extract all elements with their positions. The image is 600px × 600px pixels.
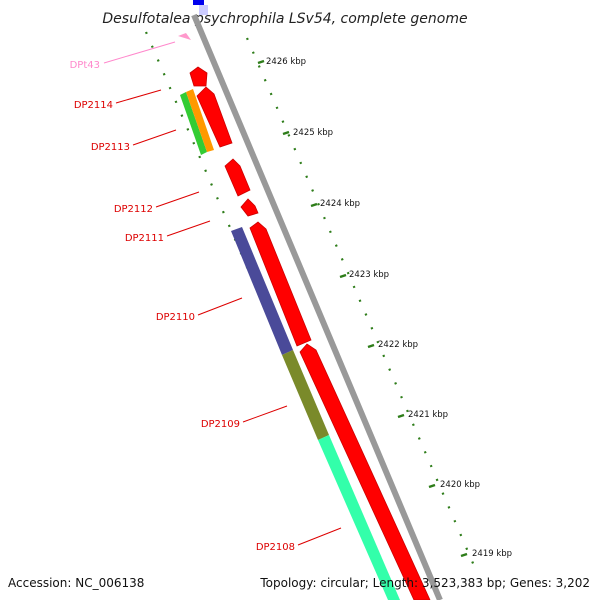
kbp-tick-label: 2424 kbp (320, 199, 360, 209)
kbp-tick: 2425 kbp (282, 128, 333, 138)
backbone-track (191, 13, 443, 600)
gene-label-DP2112: DP2112 (114, 191, 200, 215)
genome-summary-text: Topology: circular; Length: 3,523,383 bp… (259, 576, 590, 590)
cog-green-feature (180, 92, 207, 155)
cds-DP2114-small (189, 66, 208, 87)
cog-aqua-feature (318, 435, 400, 600)
kbp-tick-label: 2426 kbp (266, 57, 306, 67)
gene-label-DP2108: DP2108 (256, 527, 342, 553)
gene-label-DP2114: DP2114 (74, 89, 162, 111)
gene-label-text: DPt43 (70, 60, 100, 71)
kbp-tick-label: 2421 kbp (408, 410, 448, 420)
gene-label-text: DP2112 (114, 204, 153, 215)
kbp-tick: 2423 kbp (339, 270, 389, 280)
map-title: Desulfotalea psychrophila LSv54, complet… (102, 11, 467, 27)
kbp-tick-label: 2422 kbp (378, 340, 418, 350)
cog-track (180, 89, 400, 600)
gene-label-text: DP2110 (156, 312, 195, 323)
cds-track (189, 66, 431, 600)
kbp-tick: 2422 kbp (367, 340, 418, 350)
cds-DP2109-2108 (299, 343, 431, 600)
gene-label-text: DP2109 (201, 419, 240, 430)
cds-DP2112 (224, 158, 251, 197)
gene-label-text: DP2114 (74, 100, 113, 111)
kbp-tick: 2421 kbp (397, 410, 448, 420)
outer-scale-track (245, 37, 477, 569)
kbp-tick-label: 2425 kbp (293, 128, 333, 138)
gene-label-DP2113: DP2113 (91, 129, 177, 153)
gene-label-text: DP2111 (125, 233, 164, 244)
cds-DP2114 (196, 86, 233, 148)
blue-feature (193, 0, 204, 5)
trna-feature (178, 33, 191, 40)
kbp-tick: 2426 kbp (257, 57, 306, 67)
gene-label-text: DP2113 (91, 142, 130, 153)
accession-text: Accession: NC_006138 (8, 576, 144, 590)
cds-DP2110 (249, 221, 312, 347)
gene-label-DPt43: DPt43 (70, 41, 176, 71)
kbp-tick-label: 2419 kbp (472, 549, 512, 559)
kbp-tick-label: 2423 kbp (349, 270, 389, 280)
cog-olive-feature (282, 350, 329, 440)
kbp-tick-label: 2420 kbp (440, 480, 480, 490)
kbp-ticks: 2426 kbp 2425 kbp 2424 kbp 2423 kbp 2422… (257, 57, 512, 559)
gene-label-text: DP2108 (256, 542, 295, 553)
cog-purple-feature (231, 227, 293, 355)
cds-DP2111 (240, 198, 259, 217)
kbp-tick: 2424 kbp (310, 199, 360, 209)
kbp-tick: 2419 kbp (460, 549, 512, 559)
gene-labels: DPt43 DP2114 DP2113 DP2112 DP2111 DP2110… (70, 41, 342, 553)
cog-orange-feature (186, 89, 214, 152)
gene-label-DP2111: DP2111 (125, 220, 211, 244)
gene-label-DP2110: DP2110 (156, 297, 243, 323)
pale-blue-feature (199, 5, 208, 15)
kbp-tick: 2420 kbp (428, 480, 480, 490)
gene-label-DP2109: DP2109 (201, 405, 288, 430)
